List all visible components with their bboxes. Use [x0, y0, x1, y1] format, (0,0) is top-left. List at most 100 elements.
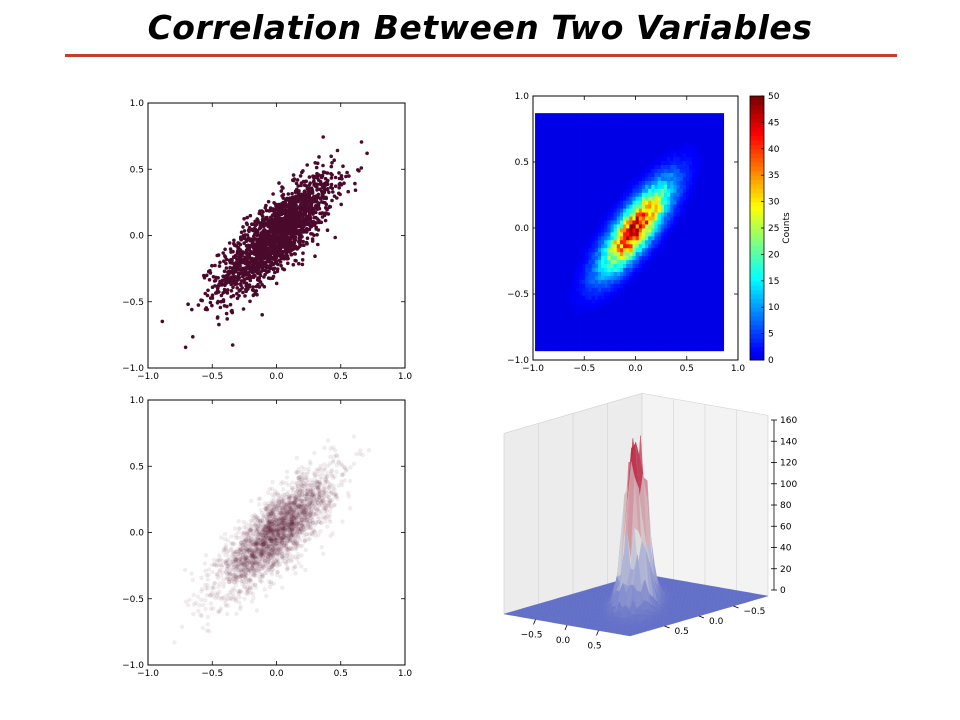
hist-cell — [641, 323, 646, 328]
hist-cell — [572, 129, 577, 134]
hist-cell — [660, 315, 665, 320]
hist-cell — [550, 243, 555, 249]
hist-cell — [579, 200, 583, 205]
hist-cell — [682, 192, 687, 197]
hist-cell — [607, 287, 611, 292]
hist-cell — [685, 196, 690, 201]
hist-cell — [566, 299, 571, 304]
hist-cell — [610, 148, 615, 154]
hist-cell — [579, 346, 583, 352]
hist-cell — [695, 267, 699, 272]
hist-cell — [591, 287, 596, 292]
scatter1-point — [246, 243, 251, 248]
hist-cell — [673, 342, 677, 348]
hist-cell — [632, 239, 637, 245]
hist-cell — [585, 228, 589, 233]
hist-cell — [579, 338, 583, 344]
hist-cell — [572, 243, 577, 249]
hist-cell — [638, 251, 643, 257]
hist-cell — [654, 117, 659, 122]
hist-cell — [560, 315, 564, 320]
hist-cell — [616, 228, 621, 233]
hist-cell — [660, 247, 665, 253]
hist-cell — [597, 136, 602, 142]
hist-cell — [676, 140, 681, 146]
hist-cell — [594, 303, 599, 308]
hist-cell — [550, 148, 555, 154]
hist-cell — [689, 315, 693, 320]
hist-cell — [635, 184, 640, 189]
hist-cell — [632, 196, 637, 201]
hist-cell — [692, 212, 696, 217]
hist-cell — [673, 231, 677, 237]
hist-cell — [547, 144, 552, 150]
hist-cell — [594, 342, 599, 348]
hist-cell — [585, 279, 589, 284]
hist-cell — [604, 176, 608, 181]
hist-cell — [575, 231, 580, 237]
hist-cell — [538, 283, 542, 288]
hist-cell — [585, 251, 589, 257]
hist-cell — [616, 140, 621, 146]
hist-cell — [557, 220, 561, 225]
hist-cell — [651, 279, 655, 284]
scatter1-point — [273, 223, 277, 227]
hist-cell — [667, 251, 671, 257]
hist-cell — [550, 125, 555, 130]
hist-cell — [579, 117, 583, 122]
hist-cell — [657, 184, 662, 189]
hist-cell — [563, 156, 567, 162]
hist-cell — [626, 160, 630, 166]
hist-cell — [651, 113, 655, 118]
hist-cell — [654, 239, 659, 245]
hist-cell — [569, 192, 574, 197]
hist-cell — [582, 315, 586, 320]
hist-cell — [679, 152, 684, 158]
hist-cell — [635, 164, 640, 169]
hist-cell — [695, 334, 699, 340]
hist-cell — [673, 192, 677, 197]
hist-cell — [569, 311, 574, 316]
hist-cell — [550, 188, 555, 193]
hist-cell — [613, 259, 618, 265]
hist-cell — [538, 216, 542, 221]
hist-cell — [660, 132, 665, 138]
hist-cell — [616, 180, 621, 185]
hist-cell — [588, 231, 593, 237]
hist-cell — [651, 156, 655, 162]
hist-cell — [607, 338, 611, 344]
hist-cell — [547, 152, 552, 158]
hist-cell — [660, 180, 665, 185]
hist-cell — [682, 220, 687, 225]
hist-cell — [654, 176, 659, 181]
hist-cell — [607, 144, 611, 150]
hist-cell — [575, 192, 580, 197]
hist-cell — [638, 176, 643, 181]
hist-cell — [632, 160, 637, 166]
hist-cell — [689, 196, 693, 201]
hist-cell — [654, 323, 659, 328]
scatter1-point — [307, 208, 311, 213]
hist-cell — [550, 323, 555, 328]
hist-cell — [550, 204, 555, 209]
hist-cell — [638, 216, 643, 221]
hist-cell — [560, 327, 564, 332]
hist-cell — [550, 152, 555, 158]
hist-cell — [648, 287, 652, 292]
hist-cell — [663, 239, 668, 245]
hist-cell — [638, 235, 643, 241]
hist-cell — [591, 160, 596, 166]
hist-cell — [695, 125, 699, 130]
hist-cell — [679, 200, 684, 205]
hist-cell — [670, 338, 674, 344]
hist-cell — [604, 291, 608, 296]
hist-cell — [613, 212, 618, 217]
scatter1-point — [237, 294, 241, 298]
hist-cell — [689, 129, 693, 134]
hist-cell — [544, 148, 549, 154]
hist-cell — [604, 180, 608, 185]
hist-cell — [619, 255, 624, 261]
scatter1-point — [320, 215, 325, 219]
hist-cell — [597, 267, 602, 272]
hist-cell — [613, 338, 618, 344]
